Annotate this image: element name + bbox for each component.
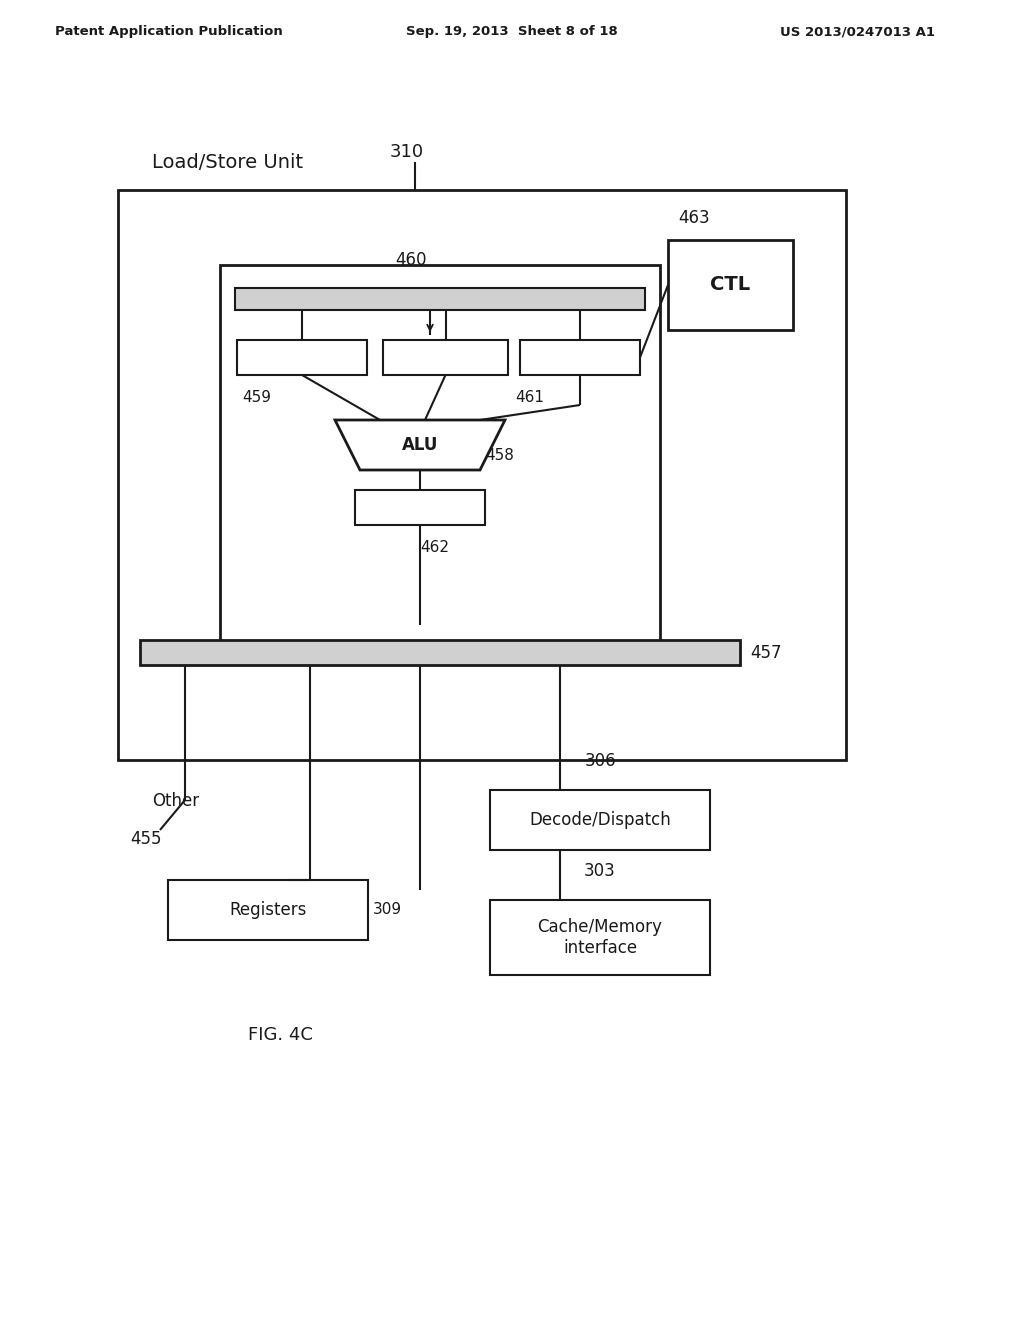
- Text: 303: 303: [584, 862, 615, 880]
- Text: ALU: ALU: [401, 436, 438, 454]
- Text: 459: 459: [242, 389, 271, 405]
- Bar: [234, 288, 645, 310]
- Text: 457: 457: [750, 644, 781, 661]
- Text: FIG. 4C: FIG. 4C: [248, 1026, 312, 1044]
- Bar: [668, 240, 793, 330]
- Bar: [383, 341, 508, 375]
- Text: 455: 455: [130, 830, 162, 847]
- Text: Cache/Memory
interface: Cache/Memory interface: [538, 919, 663, 957]
- Bar: [355, 490, 485, 525]
- Text: Decode/Dispatch: Decode/Dispatch: [529, 810, 671, 829]
- Text: Patent Application Publication: Patent Application Publication: [55, 25, 283, 38]
- Text: 306: 306: [584, 752, 615, 770]
- Text: 461: 461: [515, 389, 544, 405]
- Text: 460: 460: [395, 251, 427, 269]
- Text: US 2013/0247013 A1: US 2013/0247013 A1: [780, 25, 935, 38]
- Text: 309: 309: [373, 903, 402, 917]
- Bar: [140, 640, 740, 665]
- Bar: [220, 265, 660, 655]
- Text: 463: 463: [678, 209, 710, 227]
- Text: Load/Store Unit: Load/Store Unit: [152, 153, 303, 172]
- Bar: [168, 880, 368, 940]
- Text: 462: 462: [420, 540, 449, 554]
- Bar: [237, 341, 367, 375]
- Text: 458: 458: [485, 447, 514, 462]
- Text: CTL: CTL: [711, 276, 751, 294]
- Bar: [490, 789, 710, 850]
- Text: Registers: Registers: [229, 902, 306, 919]
- Bar: [520, 341, 640, 375]
- Text: Sep. 19, 2013  Sheet 8 of 18: Sep. 19, 2013 Sheet 8 of 18: [407, 25, 617, 38]
- Bar: [490, 900, 710, 975]
- Bar: [118, 190, 846, 760]
- Text: 310: 310: [390, 143, 424, 161]
- Polygon shape: [335, 420, 505, 470]
- Text: Other: Other: [152, 792, 199, 810]
